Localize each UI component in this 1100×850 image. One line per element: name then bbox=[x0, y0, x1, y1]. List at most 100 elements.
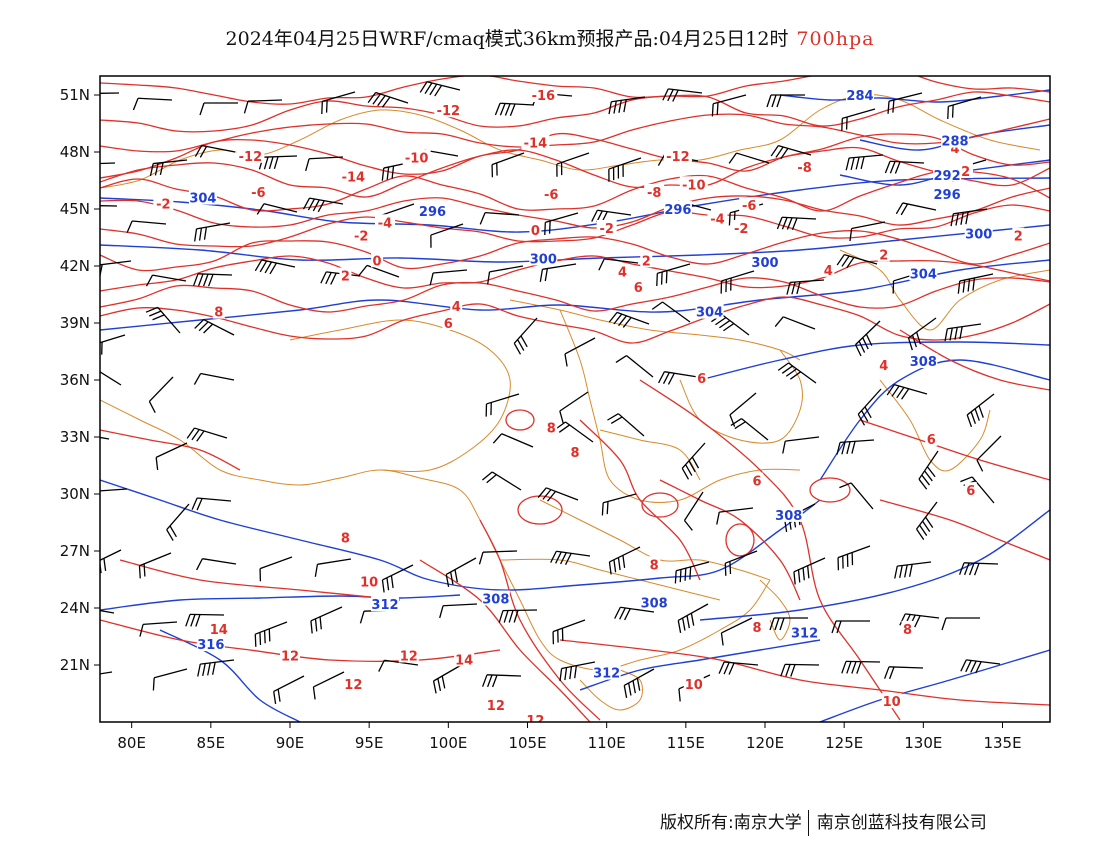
geopotential-label-bg bbox=[941, 132, 969, 148]
wind-barb bbox=[100, 606, 115, 614]
temperature-isotherm bbox=[809, 477, 851, 503]
temperature-label: -4 bbox=[378, 216, 392, 231]
geopotential-isoline bbox=[579, 639, 821, 691]
temperature-label: 12 bbox=[344, 678, 362, 693]
wind-barb bbox=[258, 155, 298, 170]
temperature-isotherm bbox=[100, 255, 1050, 292]
wind-barb bbox=[776, 216, 817, 231]
temperature-label-bg bbox=[208, 620, 229, 636]
geopotential-isoline bbox=[100, 224, 1050, 263]
admin-boundary bbox=[289, 319, 511, 472]
lon-tick-label: 105E bbox=[508, 734, 546, 752]
temperature-label: -12 bbox=[666, 150, 690, 165]
temperature-label: -2 bbox=[734, 222, 748, 237]
admin-boundary bbox=[559, 309, 801, 503]
wind-barb bbox=[139, 621, 178, 637]
wind-barb bbox=[194, 222, 231, 242]
temperature-label-bg bbox=[402, 149, 431, 165]
geopotential-label-bg bbox=[640, 594, 669, 610]
wind-barb bbox=[152, 668, 188, 691]
temperature-label-bg bbox=[731, 220, 752, 235]
lon-tick-label: 90E bbox=[276, 734, 305, 752]
lon-tick-label: 120E bbox=[746, 734, 784, 752]
wind-barb bbox=[100, 334, 126, 355]
temperature-label-bg bbox=[485, 696, 506, 712]
lon-tick-label: 135E bbox=[983, 734, 1021, 752]
temperature-label-bg bbox=[339, 529, 352, 545]
country-boundaries bbox=[100, 93, 1050, 711]
temperature-isotherm bbox=[119, 559, 401, 601]
temperature-label: 10 bbox=[360, 575, 378, 590]
wind-barb bbox=[305, 156, 344, 172]
temperature-contours bbox=[100, 76, 1050, 722]
geopotential-label-bg bbox=[418, 202, 447, 218]
longitude-axis: 80E 85E 90E 95E 100E 105E 110E 115E 120E 125E 130E… bbox=[117, 722, 1022, 752]
temperature-label: -16 bbox=[532, 89, 556, 104]
temperature-label-bg bbox=[351, 227, 372, 243]
wind-barb bbox=[100, 549, 122, 574]
wind-barb bbox=[720, 270, 755, 294]
temperature-isotherm bbox=[641, 492, 679, 518]
lon-tick-label: 115E bbox=[667, 734, 705, 752]
temperature-label-bg bbox=[212, 303, 225, 319]
wind-barb bbox=[780, 663, 820, 677]
wind-barb bbox=[839, 482, 874, 510]
temperature-label-bg bbox=[707, 210, 728, 226]
geopotential-isoline bbox=[159, 629, 301, 722]
temperature-label-bg bbox=[236, 147, 265, 163]
wind-barb bbox=[556, 152, 590, 177]
lat-tick-label: 30N bbox=[60, 485, 90, 503]
geopotential-label-bg bbox=[663, 201, 692, 216]
wind-barb bbox=[544, 212, 579, 236]
temperature-isotherm bbox=[639, 379, 901, 721]
wind-barb bbox=[916, 501, 938, 540]
temperature-label: -6 bbox=[544, 188, 558, 203]
wind-barb bbox=[947, 96, 982, 120]
wind-barb bbox=[254, 621, 288, 647]
temperature-isotherm bbox=[100, 132, 1050, 179]
temperature-isotherm bbox=[899, 329, 1050, 391]
lat-tick-label: 33N bbox=[60, 428, 90, 446]
latitude-axis: 51N 48N 45N 42N 39N 36N 33N 30N 27N 24N 21N bbox=[60, 86, 100, 674]
wind-barb bbox=[193, 372, 235, 385]
temperature-label: 8 bbox=[214, 306, 223, 321]
temperature-label: -2 bbox=[599, 222, 613, 237]
wind-barb bbox=[491, 152, 525, 178]
temperature-label: 8 bbox=[753, 621, 762, 636]
temperature-label: 0 bbox=[373, 254, 382, 269]
wind-barb bbox=[149, 159, 188, 177]
temperature-label: -6 bbox=[742, 199, 756, 214]
wind-barb bbox=[883, 666, 924, 680]
wind-barb bbox=[677, 603, 709, 634]
temperature-label: -2 bbox=[156, 197, 170, 212]
wind-barb bbox=[720, 617, 753, 646]
temperature-label: -8 bbox=[797, 161, 811, 176]
temperature-label-bg bbox=[663, 147, 692, 163]
wind-barb bbox=[683, 491, 704, 531]
lat-tick-label: 27N bbox=[60, 542, 90, 560]
temperature-isotherm bbox=[100, 429, 241, 471]
wind-barb bbox=[886, 384, 928, 400]
wind-barb bbox=[314, 558, 352, 577]
temperature-label-bg bbox=[371, 252, 384, 268]
contour-labels: -16 -12 -12 -14 -10 -14 -12 -10 -8 -6 -6 -8 -6 -2 -4 -2… bbox=[153, 87, 1025, 722]
wind-barb bbox=[845, 154, 884, 171]
geopotential-label-bg bbox=[933, 185, 962, 201]
wind-barb bbox=[192, 273, 233, 287]
wind-barb bbox=[831, 620, 870, 634]
wind-barb bbox=[729, 392, 757, 427]
temperature-label-bg bbox=[153, 195, 174, 211]
temperature-label: 2 bbox=[341, 270, 350, 285]
wind-barb bbox=[432, 663, 464, 694]
temperature-label: 10 bbox=[883, 695, 901, 710]
temperature-label-bg bbox=[434, 102, 463, 118]
wind-barb bbox=[148, 376, 174, 413]
wind-barb bbox=[100, 366, 122, 386]
wind-barb bbox=[836, 439, 875, 455]
geopotential-isoline bbox=[819, 359, 1050, 481]
wind-barb bbox=[854, 320, 881, 357]
wind-barb bbox=[656, 263, 691, 287]
wind-barb bbox=[608, 157, 642, 182]
lon-tick-label: 95E bbox=[355, 734, 384, 752]
